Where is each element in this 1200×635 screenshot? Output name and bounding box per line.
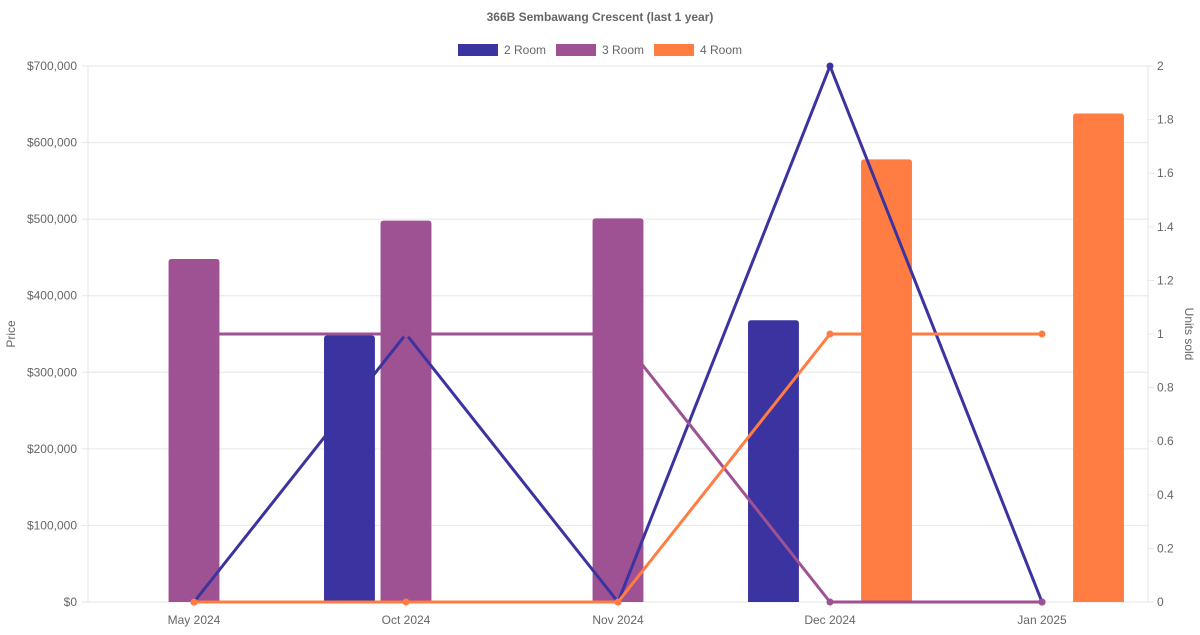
data-point xyxy=(826,598,834,606)
y-right-tick-label: 1.6 xyxy=(1157,166,1174,180)
units-sold-lines xyxy=(190,62,1046,606)
bar xyxy=(168,258,220,602)
data-point xyxy=(402,330,410,338)
legend-swatch xyxy=(555,44,596,56)
y-right-tick-label: 0.4 xyxy=(1157,488,1174,502)
y-axis-left-title: Price xyxy=(4,320,18,348)
y-left-tick-label: $0 xyxy=(64,595,78,609)
bar xyxy=(1073,113,1124,602)
x-tick-label: Dec 2024 xyxy=(804,613,856,627)
y-left-tick-label: $500,000 xyxy=(27,212,77,226)
price-bars xyxy=(168,113,1124,602)
y-right-tick-label: 0.6 xyxy=(1157,434,1174,448)
y-right-tick-label: 1.2 xyxy=(1157,273,1174,287)
legend-swatch xyxy=(457,44,498,56)
x-tick-label: Oct 2024 xyxy=(382,613,431,627)
bar xyxy=(748,320,799,602)
bar xyxy=(324,335,375,602)
y-axis-right-title: Units sold xyxy=(1182,308,1196,361)
data-point xyxy=(402,598,410,606)
data-point xyxy=(614,330,622,338)
legend-label: 3 Room xyxy=(602,43,644,57)
y-left-tick-label: $300,000 xyxy=(27,365,77,379)
data-point xyxy=(1038,598,1046,606)
y-left-tick-label: $200,000 xyxy=(27,442,77,456)
legend-label: 4 Room xyxy=(700,43,742,57)
y-left-tick-label: $400,000 xyxy=(27,289,77,303)
y-right-tick-label: 1.8 xyxy=(1157,113,1174,127)
bar xyxy=(861,159,912,602)
data-point xyxy=(190,330,198,338)
y-left-tick-label: $700,000 xyxy=(27,59,77,73)
y-right-tick-label: 1.4 xyxy=(1157,220,1174,234)
legend-label: 2 Room xyxy=(504,43,546,57)
axes: $0 $100,000 $200,000 $300,000 $400,000 $500,0… xyxy=(27,59,1174,627)
bar xyxy=(592,218,644,602)
data-point xyxy=(190,598,198,606)
x-tick-label: Nov 2024 xyxy=(592,613,644,627)
x-tick-label: May 2024 xyxy=(168,613,221,627)
y-right-tick-label: 0.2 xyxy=(1157,541,1174,555)
y-right-tick-label: 0 xyxy=(1157,595,1164,609)
y-right-tick-label: 2 xyxy=(1157,59,1164,73)
data-point xyxy=(614,598,622,606)
chart-legend: 2 Room 3 Room 4 Room xyxy=(457,43,742,57)
y-left-tick-label: $600,000 xyxy=(27,136,77,150)
bar xyxy=(380,220,432,602)
y-left-tick-label: $100,000 xyxy=(27,518,77,532)
y-right-tick-label: 1 xyxy=(1157,327,1164,341)
chart-title: 366B Sembawang Crescent (last 1 year) xyxy=(487,10,714,24)
data-point xyxy=(826,330,834,338)
y-right-tick-label: 0.8 xyxy=(1157,381,1174,395)
data-point xyxy=(826,62,834,70)
data-point xyxy=(1038,330,1046,338)
legend-swatch xyxy=(654,44,695,56)
x-tick-label: Jan 2025 xyxy=(1017,613,1067,627)
